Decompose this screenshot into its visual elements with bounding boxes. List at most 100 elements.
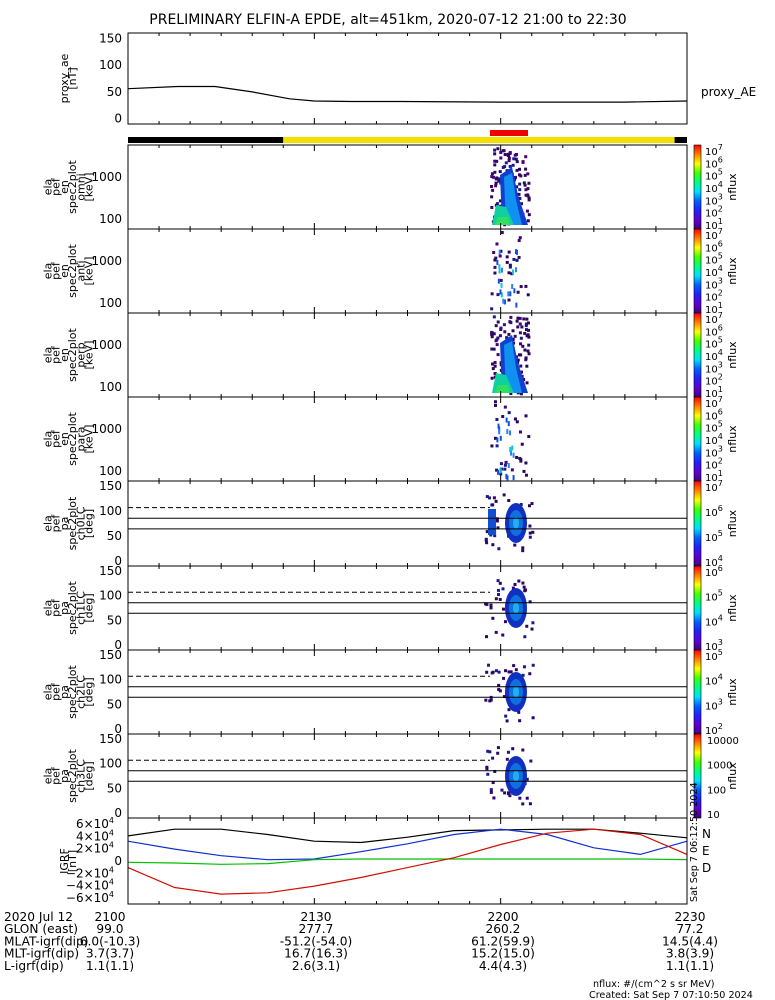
y-tick-label: 100 (99, 504, 122, 518)
spectro-pixel (490, 195, 494, 199)
spectro-pixel (505, 417, 508, 423)
spectro-pixel (495, 242, 499, 246)
spectro-pixel (490, 307, 494, 311)
igrf-legend-E: E (702, 844, 710, 858)
ephemeris-value: 277.7 (299, 922, 334, 936)
spectro-pixel (496, 336, 500, 340)
spectro-pixel (484, 539, 488, 543)
spectro-pixel (493, 271, 497, 275)
spectro-pixel (491, 175, 495, 179)
spectro-pixel (528, 600, 532, 604)
spectro-pixel (496, 147, 500, 151)
spectro-pixel (502, 676, 506, 680)
y-axis-label: ch3LC (74, 759, 87, 793)
spectro-pixel (484, 602, 488, 606)
pa-core-inner (513, 602, 519, 614)
spectro-pixel (507, 298, 511, 302)
spectro-pixel (517, 192, 521, 196)
spectro-pixel (526, 193, 530, 197)
spectro-pixel (503, 620, 507, 624)
spectro-pixel (486, 749, 490, 753)
ephemeris-value: 14.5(4.4) (662, 934, 718, 948)
spectro-pixel (517, 353, 521, 357)
colorbar-tick-label: 105 (705, 589, 723, 604)
y-axis-label: IGRF (58, 848, 71, 874)
spectro-pixel (527, 504, 531, 508)
spectro-pixel (507, 421, 510, 427)
spectro-pixel (507, 250, 511, 254)
orbit-bars (128, 130, 687, 143)
igrf-trace-1 (127, 828, 688, 861)
spectro-pixel (502, 493, 506, 497)
spectro-pixel (495, 202, 499, 206)
spectro-pixel (512, 257, 516, 261)
spectro-pixel (522, 469, 526, 473)
spectro-pixel (494, 597, 498, 601)
spectro-pixel (507, 670, 511, 674)
spectro-pixel (530, 627, 534, 631)
panel-frame-4 (127, 396, 688, 482)
spectro-pixel (528, 535, 532, 539)
spectro-pixel (495, 444, 499, 448)
igrf-legend-D: D (702, 861, 711, 875)
spectro-pixel (490, 292, 494, 296)
colorbar-label: nflux (726, 425, 739, 453)
panel-frame-2 (127, 228, 688, 314)
spectro-pixel (489, 606, 493, 610)
spectro-pixel (521, 344, 525, 348)
spectro-pixel (491, 188, 495, 192)
spectro-pixel (500, 788, 504, 792)
spectro-pixel (492, 496, 496, 500)
spectro-pixel (509, 670, 513, 674)
spectro-pixel (501, 607, 505, 611)
igrf-trace-2 (127, 858, 688, 865)
spectro-pixel (503, 405, 507, 409)
x-tick-label: 2130 (300, 910, 331, 924)
spectro-pixel (527, 181, 531, 185)
y-tick-label: 50 (107, 85, 122, 99)
spectro-pixel (496, 588, 500, 592)
y-axis-label: ch1LC (74, 591, 87, 625)
spectro-pixel (509, 291, 512, 297)
y-tick-label: 1000 (91, 338, 122, 352)
spectro-pixel (506, 152, 510, 156)
spectro-pixel (525, 209, 529, 213)
colorbar-3 (693, 312, 702, 398)
spectro-pixel (511, 337, 515, 341)
flux-units-note: nflux: #/(cm^2 s sr MeV) (593, 979, 715, 990)
y-axis-label: pa (58, 601, 71, 615)
spectro-pixel (531, 530, 535, 534)
spectro-pixel (513, 288, 516, 294)
spectro-pixel (490, 335, 494, 339)
y-axis-label: anti (74, 260, 87, 281)
ephemeris-value: 1.1(1.1) (666, 959, 714, 973)
spectro-pixel (488, 750, 492, 754)
spectro-pixel (494, 630, 498, 634)
ephemeris-value: 15.2(15.0) (471, 947, 535, 961)
y-tick-label: −6×104 (66, 890, 114, 905)
spectro-pixel (496, 579, 500, 583)
spectro-pixel (495, 468, 499, 472)
y-tick-label: −4×104 (66, 878, 114, 893)
spectro-pixel (492, 251, 496, 255)
spectro-pixel (519, 336, 523, 340)
spectro-pixel (489, 698, 493, 702)
spectro-pixel (527, 328, 531, 332)
igrf-trace-3 (127, 828, 688, 895)
y-tick-label: 0 (114, 112, 122, 126)
colorbar-2 (693, 228, 702, 314)
spectro-pixel (508, 263, 512, 267)
y-axis-label: [deg] (83, 509, 96, 538)
colorbar-tick-label: 10000 (707, 736, 739, 747)
spectro-pixel (506, 475, 509, 481)
spectro-pixel (497, 469, 500, 475)
spectro-core-lightblue (504, 173, 522, 225)
spectro-pixel (526, 219, 530, 223)
spectro-pixel (524, 322, 528, 326)
ephemeris-row-label: MLAT-igrf(dip) (4, 934, 89, 948)
panel-frame-0 (127, 32, 688, 125)
spectro-pixel (493, 152, 497, 156)
spectro-pixel (495, 338, 499, 342)
colorbar-label: nflux (726, 257, 739, 285)
